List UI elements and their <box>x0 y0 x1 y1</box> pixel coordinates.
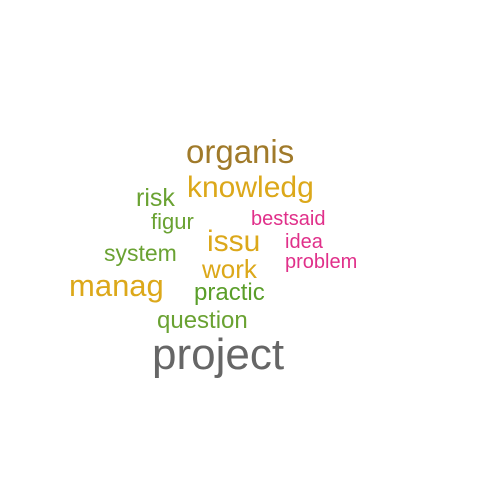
word-problem: problem <box>285 251 358 273</box>
word-project: project <box>152 330 285 379</box>
word-risk: risk <box>136 184 175 212</box>
word-work: work <box>202 254 257 284</box>
word-organis: organis <box>186 133 295 170</box>
word-bestsaid: bestsaid <box>251 208 326 230</box>
word-issu: issu <box>207 225 261 258</box>
word-figur: figur <box>151 209 194 234</box>
word-question: question <box>157 307 248 334</box>
word-knowledg: knowledg <box>187 171 314 204</box>
word-practic: practic <box>194 279 265 306</box>
word-manag: manag <box>69 268 164 303</box>
word-system: system <box>104 240 177 266</box>
word-idea: idea <box>285 231 323 253</box>
